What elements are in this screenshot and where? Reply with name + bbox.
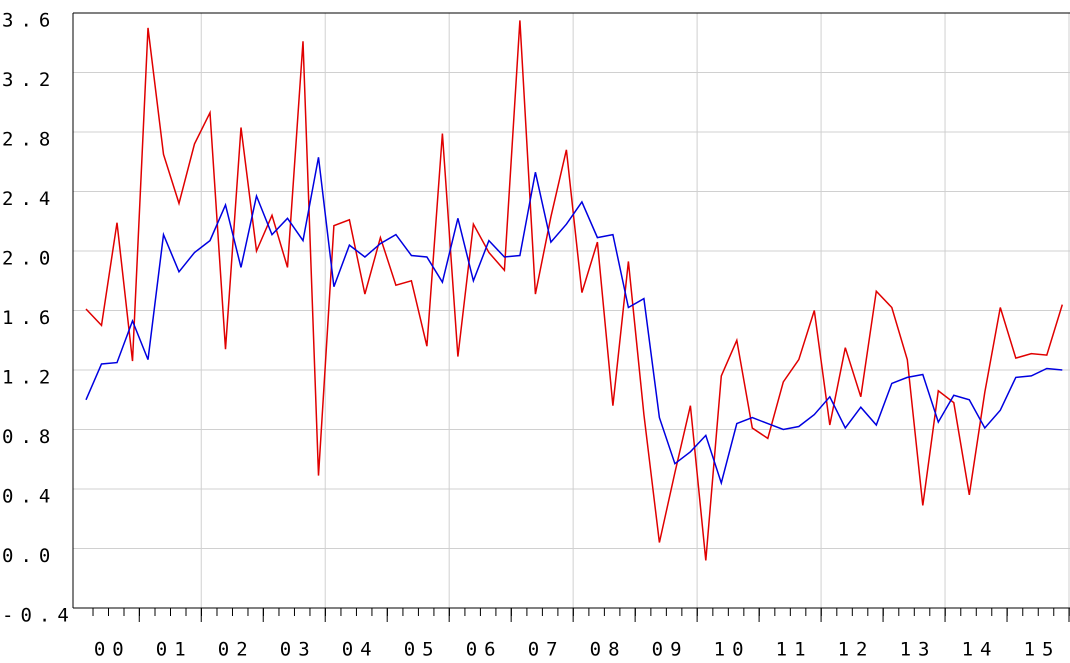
y-tick-label: 0.8 bbox=[2, 426, 57, 448]
x-tick-label: 06 bbox=[466, 639, 503, 661]
y-tick-label: -0.4 bbox=[2, 605, 76, 627]
x-tick-label: 14 bbox=[962, 639, 999, 661]
x-tick-label: 01 bbox=[156, 639, 193, 661]
series-line bbox=[85, 20, 1064, 561]
x-tick-label: 07 bbox=[528, 639, 565, 661]
y-tick-label: 3.6 bbox=[2, 10, 57, 32]
x-tick-label: 11 bbox=[776, 639, 813, 661]
y-tick-label: 3.2 bbox=[2, 69, 57, 91]
y-tick-label: 1.6 bbox=[2, 307, 57, 329]
y-tick-label: 2.8 bbox=[2, 129, 57, 151]
y-tick-label: 0.0 bbox=[2, 545, 57, 567]
x-tick-label: 02 bbox=[218, 639, 255, 661]
x-tick-label: 10 bbox=[714, 639, 751, 661]
x-tick-label: 08 bbox=[590, 639, 627, 661]
y-tick-label: 0.4 bbox=[2, 486, 57, 508]
x-tick-label: 00 bbox=[94, 639, 131, 661]
x-tick-label: 15 bbox=[1024, 639, 1061, 661]
y-tick-label: 2.0 bbox=[2, 248, 57, 270]
series-line bbox=[85, 157, 1063, 486]
y-tick-label: 2.4 bbox=[2, 188, 57, 210]
x-tick-label: 12 bbox=[838, 639, 875, 661]
y-tick-label: 1.2 bbox=[2, 367, 57, 389]
x-tick-label: 13 bbox=[900, 639, 937, 661]
x-tick-label: 04 bbox=[342, 639, 379, 661]
x-tick-label: 03 bbox=[280, 639, 317, 661]
x-tick-label: 09 bbox=[652, 639, 689, 661]
x-tick-label: 05 bbox=[404, 639, 441, 661]
